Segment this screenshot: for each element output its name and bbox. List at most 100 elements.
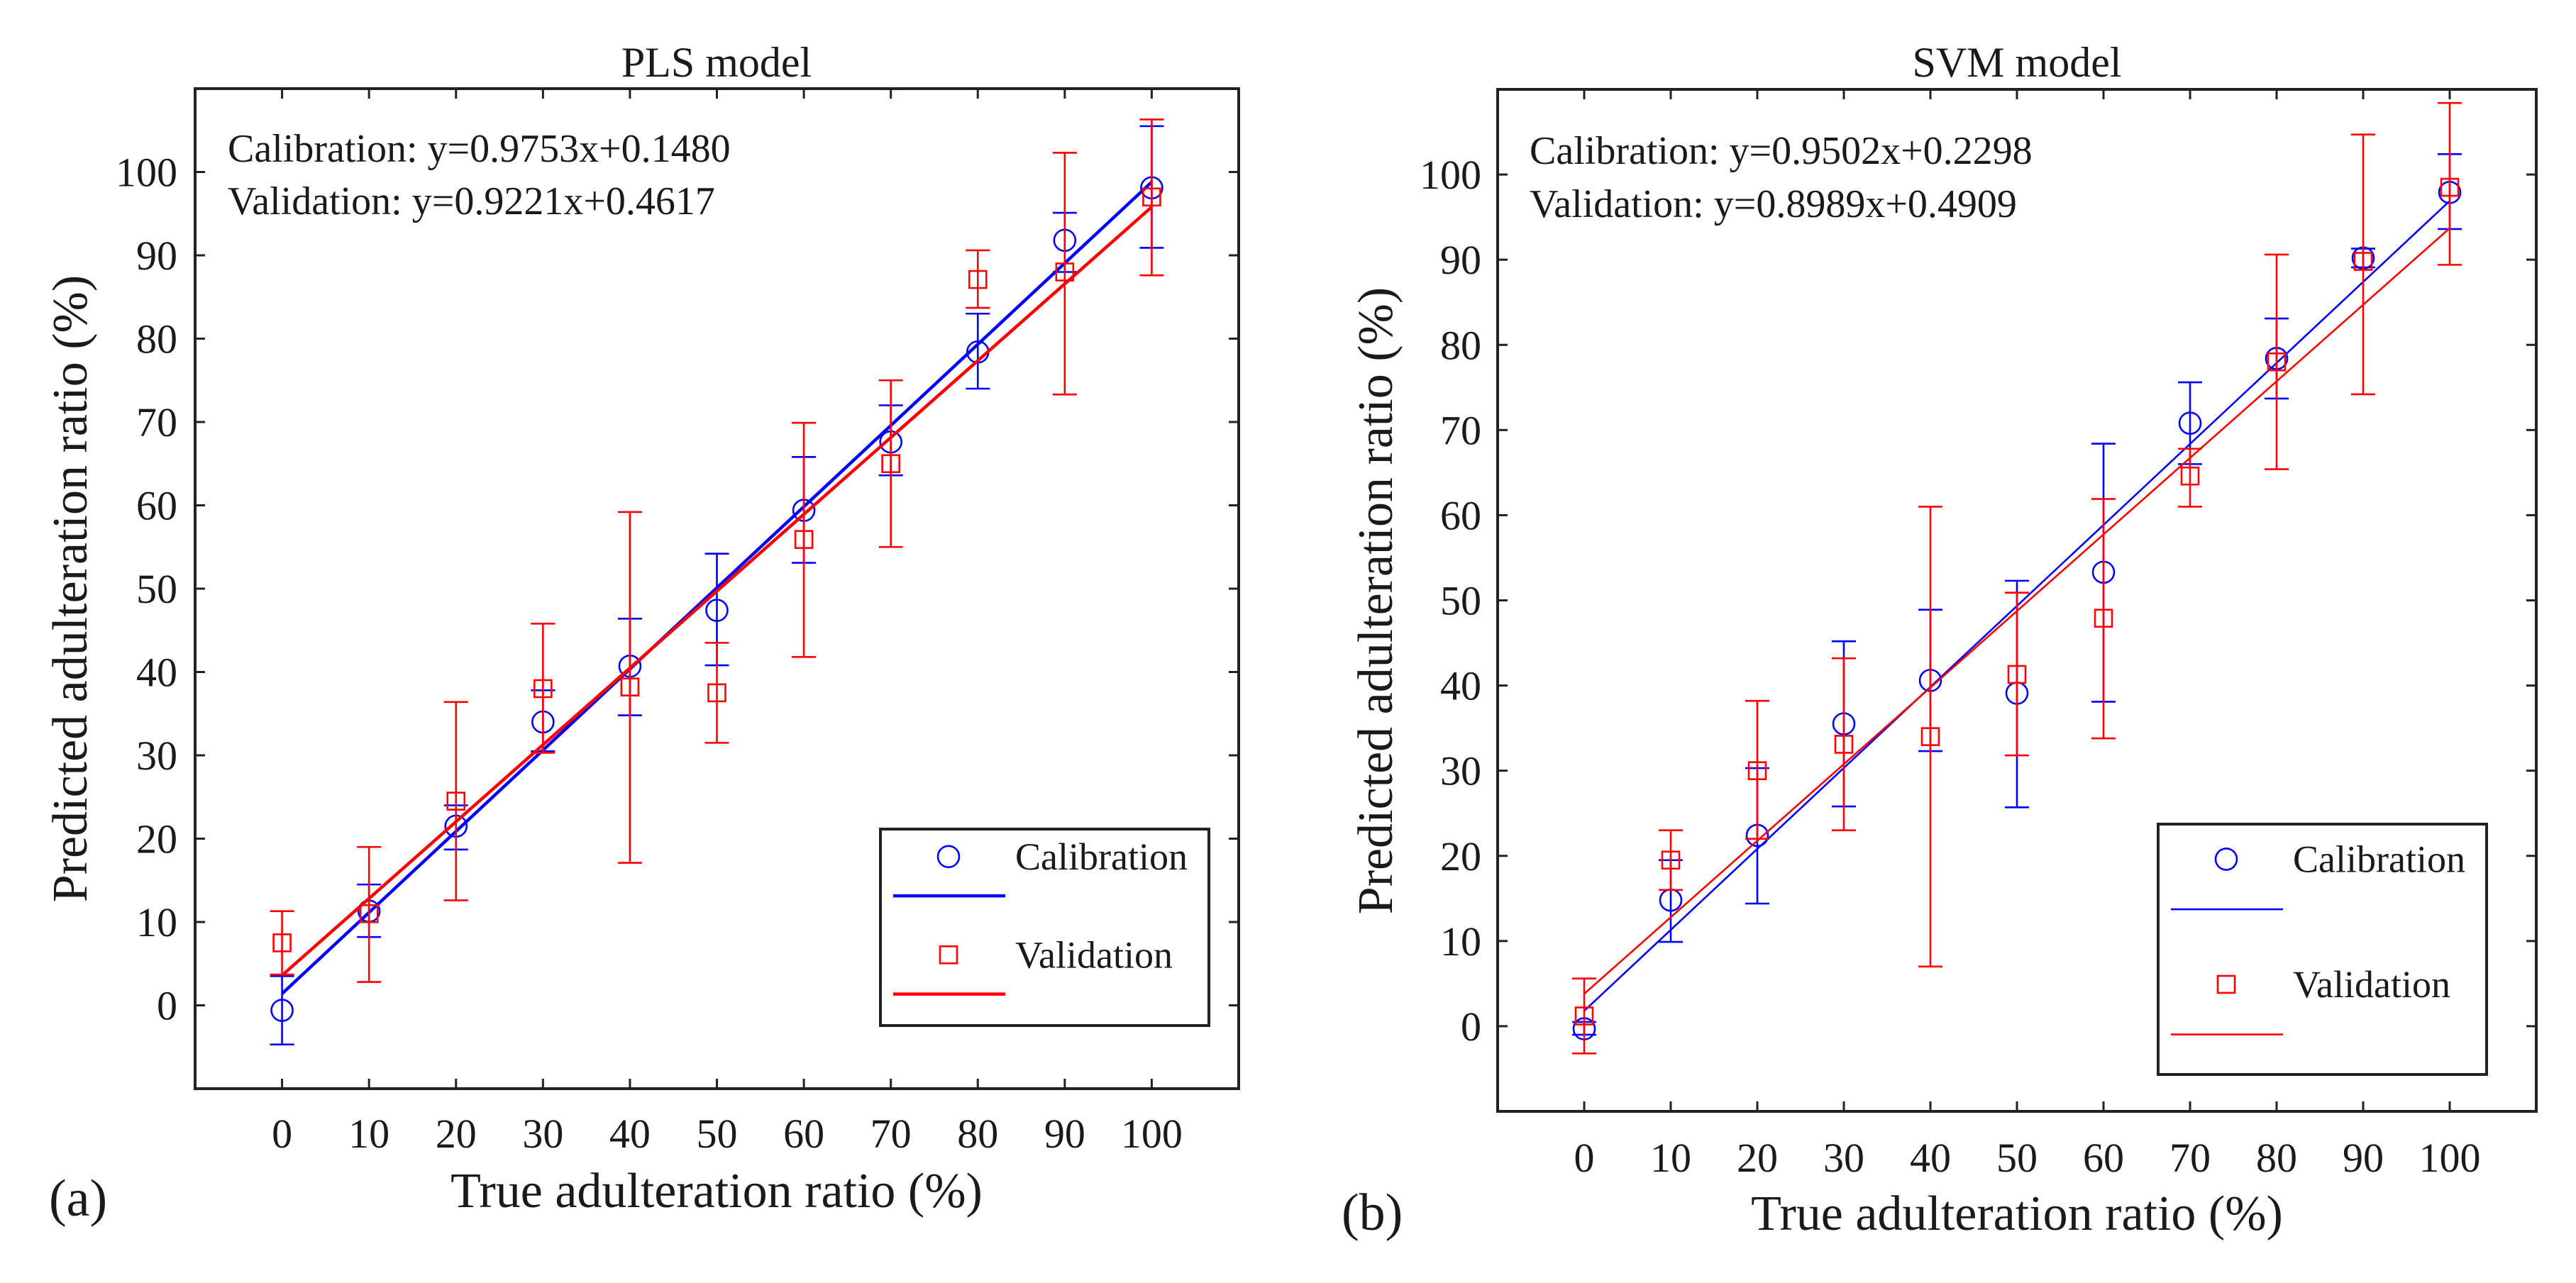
x-tick-label: 40 [1910, 1135, 1951, 1181]
y-tick-label: 100 [116, 150, 177, 196]
data-point-square [1574, 1006, 1594, 1026]
legend-marker-circle [2214, 848, 2238, 871]
data-point-square [1142, 187, 1161, 207]
y-tick-label: 80 [1440, 322, 1481, 368]
data-point-circle [705, 599, 729, 622]
chart-title: PLS model [621, 39, 812, 86]
data-point-square [1747, 761, 1767, 780]
calibration-equation: Calibration: y=0.9502x+0.2298 [1530, 129, 2033, 173]
y-tick-label: 80 [136, 316, 177, 362]
data-point-square [1920, 727, 1940, 746]
x-tick-label: 0 [272, 1111, 292, 1157]
x-tick-label: 90 [1044, 1111, 1085, 1157]
x-tick-label: 60 [2083, 1135, 2124, 1181]
y-tick-label: 20 [1440, 833, 1481, 879]
data-point-square [794, 530, 814, 549]
y-tick-label: 70 [136, 399, 177, 445]
y-tick-label: 10 [136, 899, 177, 945]
data-point-square [968, 270, 988, 289]
legend-box [2157, 823, 2488, 1076]
data-point-square [359, 904, 379, 923]
y-axis-label: Predicted adulteration ratio (%) [1349, 287, 1403, 914]
legend-label: Calibration [1015, 835, 1188, 878]
data-point-square [2180, 466, 2200, 486]
legend-marker-square [939, 945, 958, 965]
x-tick-label: 60 [783, 1111, 824, 1157]
legend-label: Validation [1015, 933, 1173, 976]
x-tick-label: 30 [1823, 1135, 1864, 1181]
x-tick-label: 10 [348, 1111, 389, 1157]
y-axis-label: Predicted adulteration ratio (%) [43, 275, 98, 902]
legend-marker-circle [936, 845, 961, 869]
svm-chart-panel: SVM model True adulteration ratio (%) Pr… [1342, 39, 2538, 1242]
y-tick-label: 40 [136, 650, 177, 696]
data-point-square [1055, 262, 1075, 282]
data-point-square [272, 933, 292, 952]
x-tick-label: 20 [436, 1111, 477, 1157]
y-tick-label: 100 [1420, 152, 1481, 198]
y-tick-label: 0 [157, 983, 177, 1029]
legend: Calibration Validation [879, 828, 1210, 1027]
data-point-square [2353, 252, 2373, 271]
y-tick-label: 60 [136, 483, 177, 529]
calibration-equation: Calibration: y=0.9753x+0.1480 [228, 127, 731, 171]
x-tick-label: 0 [1574, 1135, 1595, 1181]
y-tick-label: 30 [136, 733, 177, 779]
axes-box [1496, 88, 2538, 1113]
data-point-square [2094, 609, 2113, 628]
y-tick-label: 90 [1440, 237, 1481, 283]
x-tick-label: 40 [609, 1111, 651, 1157]
x-tick-label: 70 [870, 1111, 912, 1157]
series-validation [1572, 101, 2462, 1055]
chart-title: SVM model [1912, 39, 2121, 86]
x-tick-label: 80 [2256, 1135, 2297, 1181]
legend-label: Calibration [2293, 838, 2465, 880]
legend-label: Validation [2293, 963, 2450, 1006]
data-point-square [620, 677, 640, 696]
data-point-square [2267, 352, 2287, 372]
data-point-circle [2178, 411, 2202, 435]
data-point-square [881, 454, 900, 474]
data-point-square [534, 679, 553, 699]
x-tick-label: 20 [1737, 1135, 1778, 1181]
x-tick-label: 50 [1996, 1135, 2038, 1181]
x-tick-label: 30 [522, 1111, 563, 1157]
y-tick-label: 50 [1440, 578, 1481, 624]
data-point-square [1661, 850, 1681, 870]
data-point-circle [270, 999, 294, 1022]
y-tick-label: 40 [1440, 663, 1481, 709]
panel-label: (a) [49, 1170, 107, 1228]
plot-area: 0 10 20 30 40 50 60 70 80 90 100 0 10 20 30 40 50 60 70 80 9… [1420, 88, 2538, 1181]
x-tick-label: 100 [1121, 1111, 1183, 1157]
y-tick-label: 90 [136, 233, 177, 279]
legend-marker-square [2216, 974, 2236, 994]
x-tick-label: 100 [2419, 1135, 2481, 1181]
y-tick-label: 30 [1440, 748, 1481, 794]
fit-line-validation [281, 206, 1153, 977]
data-point-square [446, 792, 466, 811]
legend: Calibration Validation [2157, 823, 2488, 1076]
axes-box [194, 87, 1240, 1090]
y-tick-label: 50 [136, 566, 177, 612]
data-point-square [2007, 665, 2027, 684]
x-tick-label: 50 [697, 1111, 738, 1157]
data-point-square [2440, 177, 2460, 197]
y-tick-label: 70 [1440, 407, 1481, 453]
x-axis-label: True adulteration ratio (%) [1751, 1187, 2283, 1241]
x-tick-label: 90 [2343, 1135, 2384, 1181]
panel-label: (b) [1342, 1184, 1403, 1242]
y-tick-label: 10 [1440, 918, 1481, 965]
x-tick-label: 10 [1650, 1135, 1691, 1181]
pls-chart-panel: PLS model True adulteration ratio (%) Pr… [43, 39, 1240, 1228]
x-tick-label: 80 [957, 1111, 998, 1157]
data-point-square [707, 683, 726, 703]
y-tick-label: 60 [1440, 492, 1481, 538]
validation-equation: Validation: y=0.9221x+0.4617 [228, 179, 715, 223]
series-validation [270, 118, 1164, 983]
plot-area: 0 10 20 30 40 50 60 70 80 90 100 0 10 20 30 40 50 60 70 80 9… [116, 87, 1240, 1157]
data-point-square [1834, 735, 1854, 754]
y-tick-label: 0 [1461, 1004, 1481, 1050]
validation-equation: Validation: y=0.8989x+0.4909 [1530, 182, 2017, 226]
x-tick-label: 70 [2169, 1135, 2211, 1181]
